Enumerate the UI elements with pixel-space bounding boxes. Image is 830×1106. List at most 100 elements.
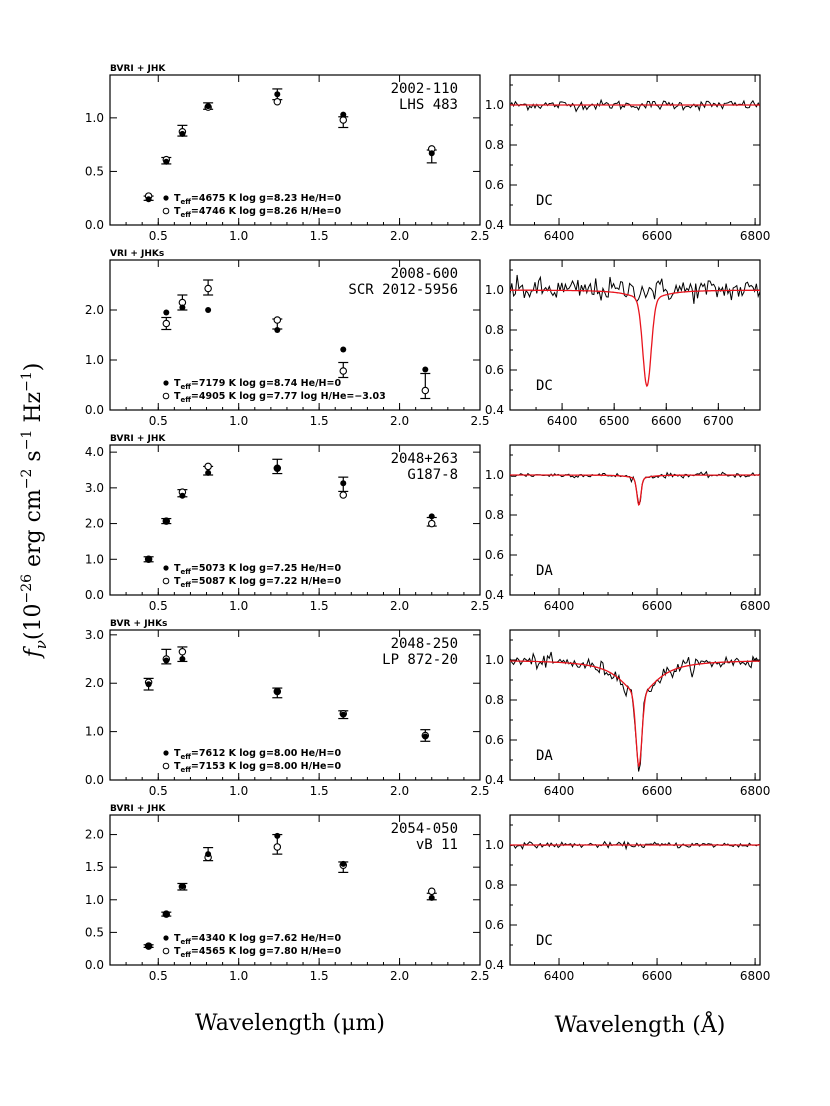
x-tick-label: 1.0 (229, 414, 248, 428)
y-tick-label: 0.0 (85, 218, 104, 232)
model-open-point (427, 887, 436, 896)
model-open-point (178, 648, 187, 656)
x-tick-label: 6400 (544, 969, 575, 983)
x-tick-label: 0.5 (149, 414, 168, 428)
x-tick-label: 2.0 (390, 784, 409, 798)
x-tick-label: 2.5 (470, 229, 489, 243)
x-tick-label: 0.5 (149, 599, 168, 613)
sed-frame (109, 814, 481, 966)
legend-marker-open (162, 762, 170, 770)
star-name: 2048+263 (391, 451, 458, 467)
model-filled-point (163, 657, 170, 664)
x-tick-label: 6600 (642, 599, 673, 613)
model-open-point (273, 98, 282, 106)
sed-panel-2: 0.5 1.0 1.5 2.0 2.5 0.0 1.0 2.0 VRI + JHKs 2008-6… (85, 249, 490, 428)
x-tick-label: 1.0 (229, 784, 248, 798)
x-tick-label: 1.0 (229, 229, 248, 243)
model-filled-point (340, 111, 347, 118)
y-tick-label: 1.0 (85, 725, 104, 739)
model-filled-point (163, 158, 170, 165)
spectral-type-label: DA (536, 563, 553, 579)
sed-panel-1: 0.5 1.0 1.5 2.0 2.5 0.0 0.5 1.0 BVRI + JHK 2002-1… (85, 64, 490, 243)
spectrum-panel-1: 6400 6600 6800 0.4 0.6 0.8 1.0 DC (485, 74, 770, 243)
x-tick-label: 6400 (544, 229, 575, 243)
model-spectrum (510, 474, 760, 507)
star-alias: G187-8 (407, 467, 458, 483)
model-filled-point (179, 304, 186, 311)
x-tick-label: 1.5 (310, 414, 329, 428)
y-tick-label: 0.4 (485, 773, 504, 787)
model-filled-point (145, 196, 152, 203)
model-filled-point (179, 883, 186, 890)
star-alias: LHS 483 (399, 97, 458, 113)
y-tick-label: 0.0 (85, 403, 104, 417)
star-name: 2008-600 (391, 266, 458, 282)
spectrum-frame (509, 629, 761, 781)
y-tick-label: 0.0 (85, 958, 104, 972)
x-tick-label: 6600 (642, 969, 673, 983)
x-tick-label: 2.0 (390, 599, 409, 613)
legend-entry: Teff=4675 K log g=8.23 He/H=0 (174, 193, 341, 206)
y-tick-label: 0.0 (85, 773, 104, 787)
sed-panel-4: 0.5 1.0 1.5 2.0 2.5 0.0 1.0 2.0 3.0 BVR + JHKs 204… (85, 619, 490, 798)
model-filled-point (145, 681, 152, 688)
model-filled-point (205, 307, 212, 313)
legend-marker-open (162, 577, 170, 585)
star-name: 2002-110 (391, 81, 458, 97)
x-axis-label-right: Wavelength (Å) (555, 1010, 726, 1038)
y-tick-label: 1.0 (485, 283, 504, 297)
model-filled-point (428, 513, 435, 520)
x-tick-label: 6400 (544, 599, 575, 613)
model-filled-point (274, 327, 281, 333)
model-filled-point (145, 943, 152, 950)
x-tick-label: 2.0 (390, 414, 409, 428)
model-open-point (204, 284, 212, 293)
x-tick-label: 1.5 (310, 784, 329, 798)
y-tick-label: 1.5 (85, 860, 104, 874)
model-open-point (162, 319, 171, 328)
legend-entry: Teff=4746 K log g=8.26 H/He=0 (174, 206, 341, 219)
model-filled-point (205, 469, 212, 476)
model-spectrum (510, 660, 760, 768)
y-tick-label: 1.0 (485, 653, 504, 667)
star-name: 2048-250 (391, 636, 458, 652)
sed-frame (109, 444, 481, 596)
legend-entry: Teff=7179 K log g=8.74 He/H=0 (174, 378, 341, 391)
star-alias: SCR 2012-5956 (348, 282, 458, 298)
y-tick-label: 0.6 (485, 733, 504, 747)
y-tick-label: 2.0 (85, 828, 104, 842)
x-tick-label: 1.0 (229, 969, 248, 983)
y-tick-label: 1.0 (85, 552, 104, 566)
y-tick-label: 0.4 (485, 958, 504, 972)
legend-marker-filled (163, 195, 169, 201)
y-tick-label: 0.6 (485, 178, 504, 192)
x-tick-label: 6500 (599, 414, 630, 428)
model-filled-point (163, 518, 170, 525)
legend-entry: Teff=4340 K log g=7.62 He/H=0 (174, 933, 341, 946)
star-name: 2054-050 (391, 821, 458, 837)
y-tick-label: 2.0 (85, 303, 104, 317)
sed-frame (109, 259, 481, 411)
legend-marker-filled (163, 750, 169, 756)
x-axis-label-left: Wavelength (μm) (195, 1011, 385, 1036)
x-tick-label: 6600 (642, 229, 673, 243)
spectral-type-label: DC (536, 933, 553, 949)
filters-label: BVRI + JHK (110, 804, 166, 814)
model-filled-point (422, 733, 429, 740)
y-tick-label: 1.0 (485, 838, 504, 852)
model-filled-point (340, 346, 347, 353)
model-filled-point (274, 465, 281, 472)
y-tick-label: 2.0 (85, 676, 104, 690)
x-tick-label: 2.0 (390, 229, 409, 243)
y-tick-label: 0.4 (485, 588, 504, 602)
model-filled-point (422, 366, 429, 373)
star-alias: LP 872-20 (382, 652, 458, 668)
y-tick-label: 3.0 (85, 628, 104, 642)
legend-entry: Teff=7153 K log g=8.00 H/He=0 (174, 761, 341, 774)
y-tick-label: 0.0 (85, 588, 104, 602)
legend-entry: Teff=4905 K log g=7.77 log H/He=−3.03 (174, 391, 386, 404)
y-tick-label: 0.4 (485, 403, 504, 417)
model-filled-point (145, 556, 152, 563)
y-tick-label: 1.0 (85, 353, 104, 367)
